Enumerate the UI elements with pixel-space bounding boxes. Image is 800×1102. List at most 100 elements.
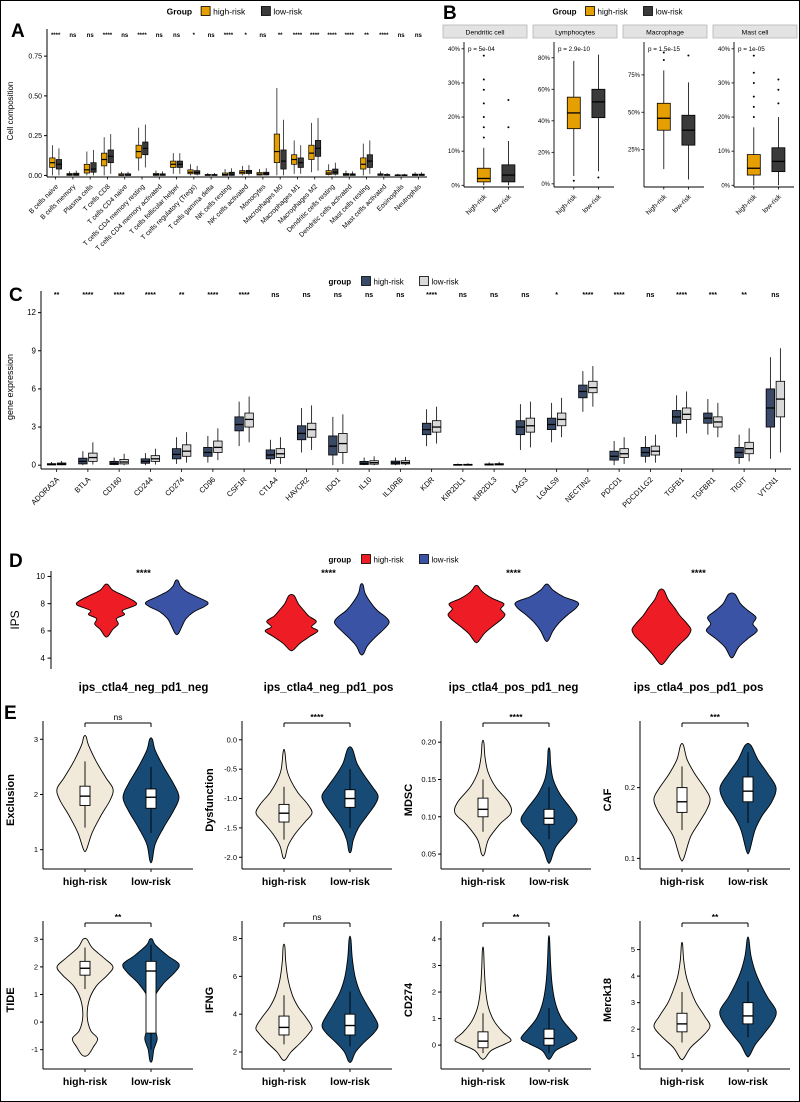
violin-shape [514, 583, 580, 643]
svg-text:high-risk: high-risk [555, 193, 579, 217]
svg-text:****: **** [136, 568, 151, 579]
box-iqr [771, 147, 786, 173]
svg-text:*: * [555, 292, 558, 299]
violin-shape [447, 584, 506, 644]
svg-text:3: 3 [34, 735, 38, 744]
svg-text:high-risk: high-risk [461, 1076, 505, 1088]
svg-text:low-risk: low-risk [728, 876, 768, 888]
box-iqr [742, 776, 754, 803]
svg-text:KIR2DL3: KIR2DL3 [471, 475, 499, 503]
legend-swatch [260, 6, 271, 16]
svg-text:****: **** [51, 33, 61, 39]
svg-text:IDO1: IDO1 [324, 475, 343, 494]
svg-text:gene expression: gene expression [5, 354, 15, 420]
svg-text:8: 8 [41, 599, 46, 608]
svg-text:low-risk: low-risk [656, 8, 684, 17]
panel-b: B Group high-risk low-risk Dendritic cell 0%… [433, 1, 799, 271]
svg-text:4: 4 [41, 654, 46, 663]
outlier-dot [777, 78, 780, 81]
svg-text:10%: 10% [448, 149, 461, 155]
panel-e-subplot-merck18: 1 2 3 4 5 Merck18 high-risk low-risk ** [602, 912, 790, 1088]
svg-text:40%: 40% [718, 47, 731, 53]
svg-text:ns: ns [114, 712, 123, 722]
svg-text:6: 6 [32, 384, 37, 393]
outlier-dot [687, 54, 690, 57]
svg-text:high-risk: high-risk [374, 278, 405, 287]
legend-swatch [419, 276, 429, 286]
svg-text:CTLA4: CTLA4 [257, 475, 280, 498]
svg-text:KIR2DL1: KIR2DL1 [439, 475, 467, 503]
svg-text:low-risk: low-risk [273, 7, 303, 17]
svg-text:10%: 10% [718, 149, 731, 155]
svg-text:-0.5: -0.5 [224, 765, 237, 774]
legend-swatch [200, 6, 211, 16]
outlier-dot [482, 126, 485, 129]
svg-text:5: 5 [631, 945, 635, 954]
svg-text:0.25: 0.25 [28, 133, 42, 140]
svg-text:Dendritic cell: Dendritic cell [466, 30, 505, 37]
svg-text:80%: 80% [538, 56, 551, 62]
svg-text:3: 3 [32, 423, 37, 432]
svg-text:****: **** [103, 33, 113, 39]
svg-text:ns: ns [69, 33, 77, 39]
box-iqr [676, 1012, 688, 1033]
svg-text:TIGIT: TIGIT [729, 475, 749, 495]
svg-text:ns: ns [156, 33, 164, 39]
svg-text:low-risk: low-risk [330, 876, 370, 888]
svg-text:ns: ns [646, 292, 654, 299]
svg-text:ns: ns [415, 33, 423, 39]
panel-c-label: C [9, 285, 23, 306]
box-iqr [332, 168, 339, 175]
svg-text:ns: ns [173, 33, 181, 39]
svg-text:****: **** [114, 292, 125, 299]
svg-text:****: **** [224, 33, 234, 39]
svg-text:****: **** [293, 33, 303, 39]
outlier-dot [752, 81, 755, 84]
svg-text:ns: ns [396, 292, 404, 299]
svg-text:9: 9 [32, 346, 37, 355]
panel-d-label: D [9, 551, 23, 572]
svg-text:****: **** [145, 292, 156, 299]
svg-text:0: 0 [32, 461, 37, 470]
panel-e-subplot-cd274: 0 1 2 3 4 CD274 high-risk low-risk ** [403, 912, 591, 1088]
svg-text:low-risk: low-risk [529, 876, 569, 888]
svg-text:ns: ns [208, 33, 216, 39]
box-iqr [344, 1013, 356, 1036]
svg-text:****: **** [82, 292, 93, 299]
svg-text:****: **** [239, 292, 250, 299]
svg-text:group: group [329, 556, 352, 565]
svg-text:high-risk: high-risk [598, 8, 629, 17]
box-iqr [308, 144, 315, 160]
svg-text:LGALS9: LGALS9 [535, 475, 561, 501]
violin-shape [144, 579, 209, 636]
svg-text:Cell composition: Cell composition [6, 82, 15, 141]
outlier-dot [482, 54, 485, 57]
svg-text:low-risk: low-risk [330, 1076, 370, 1088]
svg-text:3: 3 [432, 961, 436, 970]
svg-text:low-risk: low-risk [432, 556, 460, 565]
svg-text:ns: ns [490, 292, 498, 299]
svg-text:3: 3 [631, 998, 635, 1007]
svg-text:p = 5e-04: p = 5e-04 [468, 46, 495, 53]
svg-text:****: **** [506, 568, 521, 579]
svg-text:low-risk: low-risk [762, 193, 784, 215]
svg-text:75%: 75% [628, 73, 641, 79]
svg-text:low-risk: low-risk [672, 193, 694, 215]
panel-a-chart: Group high-risk low-risk 0.00 0.25 0.50 0.75 Ce… [1, 1, 433, 276]
svg-text:Group: Group [553, 8, 577, 17]
box-iqr [656, 102, 671, 131]
svg-text:IL10RB: IL10RB [381, 475, 405, 499]
svg-text:CD274: CD274 [403, 982, 415, 1017]
svg-text:0.00: 0.00 [28, 173, 42, 180]
panel-e-subplot-mdsc: 0.05 0.10 0.15 0.20 MDSC high-risk low-risk ***… [403, 712, 591, 888]
legend: group high-risk low-risk [329, 276, 460, 287]
box-iqr [746, 154, 761, 176]
svg-text:40%: 40% [448, 47, 461, 53]
svg-text:TIDE: TIDE [5, 987, 17, 1012]
box-iqr [476, 167, 491, 183]
svg-text:3: 3 [34, 935, 38, 944]
legend-swatch [643, 6, 653, 16]
box-iqr [477, 797, 489, 818]
